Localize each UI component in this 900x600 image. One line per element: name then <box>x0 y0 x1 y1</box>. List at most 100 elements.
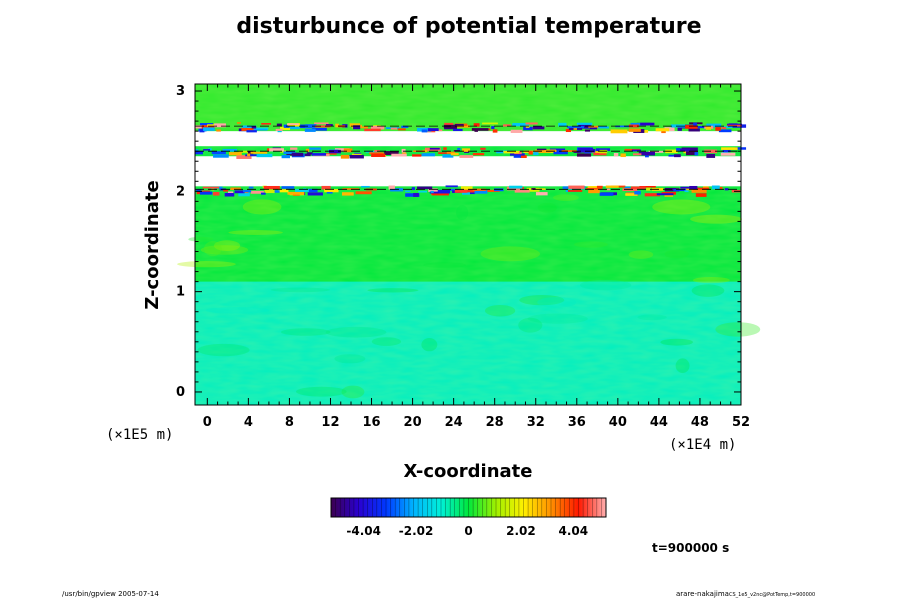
field-anomaly-streak <box>595 148 611 152</box>
field-eddy <box>518 317 543 333</box>
field-anomaly-streak <box>311 127 327 131</box>
field-anomaly-streak <box>613 153 619 157</box>
field-anomaly-streak <box>491 126 495 130</box>
colorbar-tick-label: -4.04 <box>346 524 381 538</box>
y-tick-label: 0 <box>176 385 185 400</box>
field-anomaly-streak <box>203 127 215 131</box>
field-anomaly-streak <box>474 129 478 132</box>
field-anomaly-streak <box>460 186 473 190</box>
field-anomaly-streak <box>355 191 372 195</box>
field-anomaly-streak <box>307 188 318 193</box>
field-anomaly-streak <box>341 192 354 196</box>
field-anomaly-streak <box>638 151 655 156</box>
field-anomaly-streak <box>281 186 295 189</box>
field-anomaly-streak <box>309 147 322 150</box>
field-anomaly-streak <box>523 126 533 131</box>
field-anomaly-streak <box>202 186 220 189</box>
field-anomaly-streak <box>349 123 360 127</box>
colorbar-tick-label: 0 <box>464 524 472 538</box>
field-anomaly-streak <box>706 123 722 128</box>
field-anomaly-streak <box>457 147 461 150</box>
field-anomaly-streak <box>236 122 241 124</box>
field-anomaly-streak <box>533 126 545 130</box>
field-anomaly-streak <box>388 185 395 190</box>
field-anomaly-streak <box>354 152 362 155</box>
plot-border <box>194 83 742 406</box>
field-anomaly-streak <box>238 150 255 153</box>
field-anomaly-streak <box>702 186 709 188</box>
field-eddy <box>628 250 654 259</box>
field-anomaly-streak <box>454 189 468 193</box>
field-anomaly-streak <box>586 187 603 190</box>
field-anomaly-streak <box>553 150 568 155</box>
field-anomaly-streak <box>578 124 592 128</box>
field-anomaly-streak <box>371 153 386 157</box>
field-anomaly-streak <box>353 125 361 130</box>
field-anomaly-streak <box>689 185 698 190</box>
field-anomaly-streak <box>605 185 619 188</box>
field-anomaly-streak <box>639 185 656 188</box>
field-eddy <box>573 241 608 248</box>
field-anomaly-streak <box>525 122 538 125</box>
field-anomaly-streak <box>224 192 235 197</box>
y-unit-label: (×1E5 m) <box>106 427 173 443</box>
field-eddy <box>204 241 222 257</box>
field-eddy <box>423 262 466 268</box>
footer-author: arare-nakajima <box>676 590 729 598</box>
field-anomaly-streak <box>223 189 229 192</box>
field-eddy <box>637 314 667 321</box>
field-anomaly-streak <box>715 127 721 131</box>
field-anomaly-streak <box>680 186 696 189</box>
field-anomaly-streak <box>463 189 476 193</box>
field-anomaly-streak <box>718 129 732 133</box>
field-anomaly-streak <box>722 126 733 129</box>
field-anomaly-streak <box>306 152 313 155</box>
field-anomaly-streak <box>401 125 409 128</box>
field-anomaly-streak <box>326 192 333 194</box>
field-anomaly-streak <box>562 186 574 189</box>
x-tick-label: 36 <box>568 415 586 430</box>
field-anomaly-streak <box>549 148 566 151</box>
field-anomaly-streak <box>437 129 443 132</box>
field-anomaly-streak <box>238 192 250 197</box>
field-anomaly-streak <box>429 147 440 150</box>
field-anomaly-streak <box>307 192 323 196</box>
field-anomaly-streak <box>576 122 593 125</box>
field-anomaly-streak <box>646 187 651 191</box>
field-anomaly-streak <box>673 188 687 192</box>
field-anomaly-streak <box>578 147 594 152</box>
x-tick-label: 44 <box>650 415 668 430</box>
field-anomaly-streak <box>445 185 458 188</box>
field-anomaly-streak <box>199 191 213 195</box>
field-anomaly-streak <box>304 153 311 157</box>
field-anomaly-streak <box>668 154 680 157</box>
field-eddy <box>527 313 588 324</box>
field-anomaly-streak <box>471 128 489 131</box>
field-anomaly-streak <box>321 185 331 190</box>
field-anomaly-streak <box>536 148 547 151</box>
field-anomaly-streak <box>291 152 304 157</box>
field-anomaly-streak <box>598 126 609 129</box>
field-anomaly-streak <box>264 189 276 194</box>
field-eddy <box>280 328 331 336</box>
field-anomaly-streak <box>212 191 220 196</box>
field-anomaly-streak <box>644 193 661 197</box>
field-anomaly-streak <box>444 122 454 127</box>
field-anomaly-streak <box>427 128 439 132</box>
field-anomaly-streak <box>482 122 498 125</box>
field-anomaly-streak <box>493 188 504 192</box>
field-eddy <box>205 307 270 314</box>
field-anomaly-streak <box>287 191 305 195</box>
field-anomaly-streak <box>528 150 533 155</box>
field-anomaly-streak <box>365 150 378 153</box>
field-eddy <box>484 305 516 317</box>
field-anomaly-streak <box>356 126 368 129</box>
field-anomaly-streak <box>588 125 604 128</box>
field-anomaly-streak <box>421 153 436 157</box>
field-anomaly-streak <box>275 128 283 131</box>
field-anomaly-streak <box>405 190 411 193</box>
field-anomaly-streak <box>484 189 500 192</box>
field-anomaly-streak <box>599 192 614 196</box>
y-tick-label: 2 <box>176 184 185 199</box>
